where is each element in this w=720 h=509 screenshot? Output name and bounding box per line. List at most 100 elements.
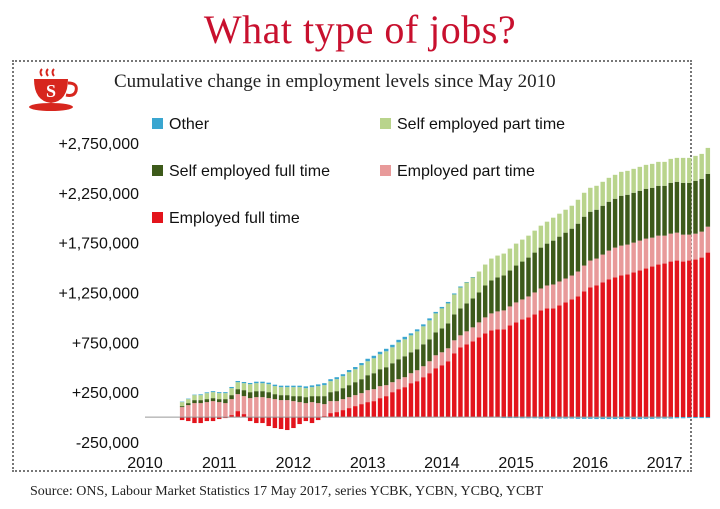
bar-segment-self-employed-full-time-28 [353, 382, 358, 396]
bar-segment-employed-part-time-14 [266, 398, 271, 418]
bar-segment-employed-full-time-36 [402, 387, 407, 418]
bar-segment-employed-part-time-73 [631, 242, 636, 273]
bar-segment-self-employed-part-time-6 [217, 393, 222, 400]
bar-segment-other-12 [254, 381, 259, 384]
legend-label: Employed full time [169, 210, 300, 227]
bar-segment-self-employed-part-time-56 [526, 235, 531, 258]
bar-segment-other-21 [309, 385, 315, 388]
bar-segment-self-employed-full-time-23 [322, 396, 327, 405]
bar-segment-self-employed-full-time-22 [315, 396, 321, 404]
bar-segment-self-employed-part-time-72 [625, 170, 630, 195]
bar-segment-self-employed-full-time-58 [538, 247, 544, 289]
bar-segment-self-employed-part-time-73 [631, 168, 636, 193]
x-tick-label: 2016 [573, 455, 609, 472]
bar-segment-other-84 [699, 417, 704, 419]
bar-segment-other-54 [513, 417, 519, 419]
bar-segment-employed-part-time-40 [427, 361, 432, 374]
bar-segment-self-employed-part-time-45 [458, 287, 463, 309]
bar-segment-employed-full-time-39 [421, 377, 426, 418]
bar-segment-self-employed-part-time-37 [408, 335, 414, 353]
bar-segment-employed-full-time-72 [625, 274, 630, 418]
bar-segment-employed-part-time-55 [520, 299, 525, 320]
bar-segment-employed-part-time-32 [377, 386, 383, 399]
bar-segment-self-employed-full-time-67 [594, 209, 599, 259]
bar-segment-employed-part-time-68 [600, 254, 605, 283]
bar-segment-employed-full-time-16 [278, 417, 284, 430]
bar-segment-employed-full-time-21 [309, 417, 315, 424]
bar-segment-other-25 [334, 377, 339, 380]
bar-segment-other-2 [192, 394, 197, 396]
bar-segment-self-employed-part-time-29 [359, 365, 364, 380]
y-tick-label: +750,000 [72, 335, 139, 352]
bar-segment-self-employed-full-time-25 [334, 391, 339, 402]
bar-segment-employed-part-time-69 [606, 250, 612, 280]
bar-segment-employed-part-time-82 [687, 234, 692, 261]
bar-segment-self-employed-part-time-44 [452, 294, 457, 315]
bar-segment-self-employed-part-time-31 [371, 358, 377, 374]
bar-segment-employed-part-time-34 [390, 382, 395, 393]
bar-segment-self-employed-part-time-80 [674, 157, 680, 182]
bar-segment-self-employed-full-time-4 [204, 399, 210, 403]
bar-segment-employed-part-time-28 [353, 395, 358, 407]
bar-segment-self-employed-full-time-3 [198, 400, 203, 404]
bar-segment-employed-part-time-60 [551, 284, 556, 309]
bar-segment-employed-part-time-36 [402, 377, 407, 388]
bar-segment-self-employed-full-time-45 [458, 308, 463, 336]
bar-segment-self-employed-part-time-82 [687, 157, 692, 183]
bar-segment-employed-part-time-2 [192, 403, 197, 418]
bar-segment-employed-full-time-26 [340, 410, 346, 418]
bar-segment-other-44 [452, 293, 457, 295]
bar-segment-other-8 [229, 386, 234, 389]
bar-segment-self-employed-part-time-58 [538, 225, 544, 248]
bar-segment-self-employed-part-time-13 [260, 383, 265, 392]
bar-segment-employed-part-time-75 [643, 238, 649, 269]
bar-segment-employed-full-time-58 [538, 310, 544, 418]
bar-segment-employed-full-time-20 [303, 417, 309, 422]
bar-segment-employed-full-time-52 [501, 329, 506, 418]
bar-segment-other-35 [396, 339, 401, 343]
bar-segment-self-employed-full-time-12 [254, 391, 259, 398]
bar-segment-self-employed-part-time-28 [353, 369, 358, 383]
bar-segment-employed-full-time-19 [297, 417, 302, 425]
y-tick-label: +2,750,000 [58, 136, 139, 153]
bar-segment-self-employed-part-time-81 [680, 157, 686, 183]
bar-segment-other-1 [186, 398, 191, 400]
bar-segment-self-employed-part-time-75 [643, 164, 649, 189]
bar-segment-employed-part-time-15 [272, 399, 278, 418]
bar-segment-self-employed-full-time-11 [247, 392, 253, 399]
bar-segment-employed-full-time-59 [544, 308, 550, 418]
bar-segment-self-employed-full-time-20 [303, 397, 309, 404]
bar-segment-self-employed-full-time-76 [649, 187, 655, 238]
bar-segment-self-employed-part-time-52 [501, 253, 506, 276]
x-tick-label: 2014 [424, 455, 460, 472]
bar-segment-other-78 [662, 417, 667, 419]
bar-segment-self-employed-full-time-55 [520, 261, 525, 300]
bar-segment-self-employed-full-time-24 [328, 392, 333, 402]
source-note: Source: ONS, Labour Market Statistics 17… [30, 484, 544, 499]
bar-segment-employed-part-time-51 [495, 311, 500, 330]
bar-segment-self-employed-full-time-17 [285, 395, 290, 401]
bar-segment-employed-full-time-27 [346, 408, 352, 418]
bar-segment-other-85 [705, 417, 711, 419]
bar-segment-self-employed-full-time-66 [588, 211, 593, 261]
bar-segment-employed-full-time-33 [384, 396, 389, 418]
bar-segment-self-employed-part-time-21 [309, 387, 315, 397]
bar-segment-self-employed-full-time-33 [384, 367, 389, 386]
bar-segment-employed-part-time-18 [291, 401, 296, 418]
x-tick-label: 2015 [498, 455, 534, 472]
bar-segment-self-employed-full-time-42 [439, 328, 445, 353]
bar-segment-self-employed-full-time-80 [674, 181, 680, 233]
y-tick-label: +1,250,000 [58, 285, 139, 302]
bar-segment-employed-part-time-78 [662, 235, 667, 264]
bar-segment-employed-part-time-58 [538, 288, 544, 311]
bar-segment-employed-full-time-15 [272, 417, 278, 429]
bar-segment-self-employed-part-time-41 [433, 313, 438, 333]
bars-layer [179, 147, 711, 431]
bar-segment-self-employed-part-time-66 [588, 187, 593, 212]
bar-segment-self-employed-part-time-22 [315, 386, 321, 397]
bar-segment-employed-full-time-68 [600, 282, 605, 418]
bar-segment-employed-part-time-41 [433, 355, 438, 369]
bar-segment-other-42 [439, 306, 445, 309]
bar-segment-self-employed-part-time-46 [464, 282, 469, 304]
bar-segment-self-employed-full-time-53 [507, 270, 513, 307]
